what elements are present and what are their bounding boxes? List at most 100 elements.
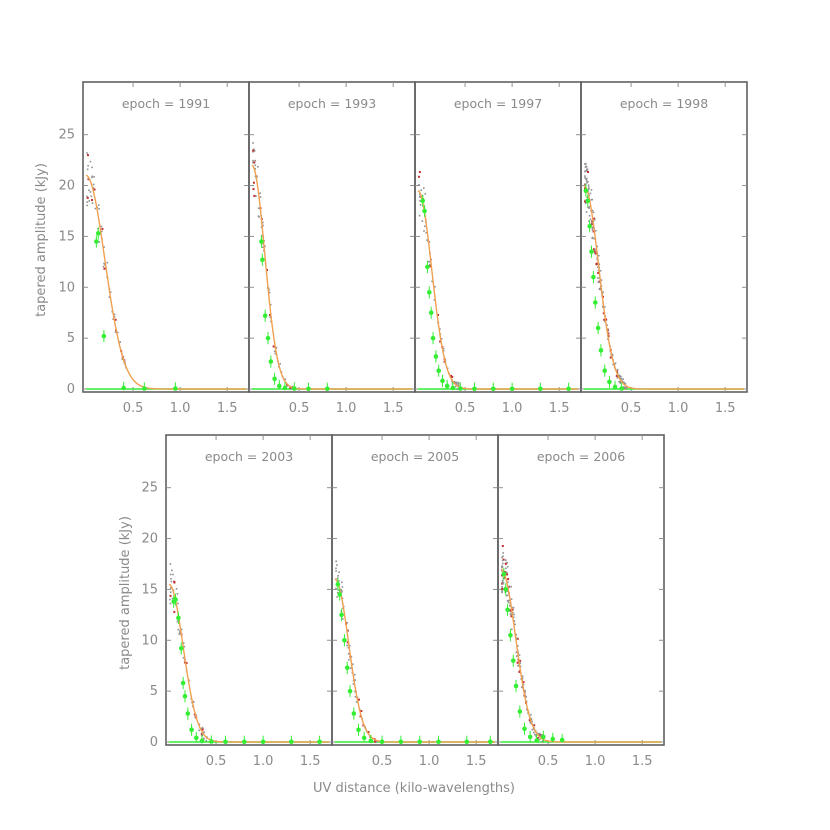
visibility-point [531,728,534,731]
binned-point [595,325,601,331]
visibility-point [505,594,508,597]
binned-point [501,571,507,577]
binned-point [422,208,427,214]
model-curve [168,583,329,743]
visibility-point [423,225,426,228]
chart-panel-2: epoch = 1993 0.5 1.0 1.5 [248,81,416,416]
visibility-point [88,200,90,202]
visibility-point [92,183,95,186]
binned-point [559,737,565,743]
visibility-point [502,577,505,580]
visibility-point [252,142,254,144]
visibility-point [589,192,592,195]
visibility-point [176,593,179,595]
visibility-point [524,690,526,692]
visibility-point [422,187,425,189]
visibility-point [273,350,276,353]
visibility-point [531,720,533,723]
visibility-point [439,328,441,330]
visibility-point [624,382,627,385]
residual-mark [357,698,360,701]
visibility-point [440,338,443,340]
visibility-point [420,189,422,191]
visibility-point [519,665,522,668]
visibility-point [338,589,340,591]
binned-point [209,739,214,744]
residual-mark [584,200,587,203]
residual-mark [502,558,505,561]
residual-mark [437,313,440,316]
binned-point [268,359,274,364]
visibility-point [535,733,537,736]
visibility-point [94,207,97,210]
binned-point [444,383,450,389]
visibility-point [510,598,513,600]
visibility-point [336,596,338,598]
chart-panel-6: epoch = 2005 0.5 1.0 1.5 [331,434,499,769]
visibility-point [501,581,504,583]
visibility-point [620,375,622,378]
visibility-point [419,204,422,206]
x-tick-label: 1.5 [217,401,238,416]
visibility-point [349,667,352,669]
binned-point [458,386,463,391]
chart-panel-4: epoch = 1998 0.5 1.0 1.5 [580,81,748,416]
visibility-point [177,602,179,605]
visibility-point [89,191,92,193]
residual-mark [86,196,89,199]
binned-point [450,385,456,391]
binned-point [344,665,350,671]
visibility-point [336,591,339,594]
visibility-point [532,731,535,734]
visibility-point [616,368,619,371]
x-tick-label: 0.5 [621,401,642,416]
visibility-point [600,279,603,281]
residual-mark [503,576,506,579]
visibility-point [353,673,356,676]
visibility-point [513,613,515,616]
binned-point [436,739,441,745]
visibility-point [103,262,105,265]
visibility-point [508,585,511,588]
binned-point [534,738,540,743]
x-tick-label: 0.5 [206,754,227,769]
visibility-point [346,644,348,647]
visibility-point [501,570,503,572]
visibility-point [624,387,627,390]
residual-mark [583,184,586,187]
visibility-point [510,613,513,616]
visibility-point [596,245,599,248]
visibility-point [521,677,524,680]
visibility-point [541,740,544,742]
visibility-point [352,683,355,685]
visibility-point [93,176,95,178]
panel-frame [82,81,250,393]
visibility-point [517,645,519,647]
visibility-point [424,193,427,195]
residual-mark [522,681,525,684]
binned-point [417,739,423,745]
x-tick-label: 1.0 [336,401,357,416]
binned-point [317,739,322,745]
visibility-point [618,380,620,383]
x-tick-label: 0.5 [372,754,393,769]
residual-mark [594,252,597,255]
visibility-point [347,646,350,649]
residual-mark [101,227,104,230]
visibility-point [90,195,93,198]
residual-mark [346,641,349,644]
visibility-point [530,713,532,716]
binned-point [510,658,516,663]
visibility-point [454,385,457,388]
visibility-point [269,303,272,306]
visibility-point [86,195,88,198]
binned-point [430,335,436,341]
visibility-point [205,739,208,742]
visibility-point [585,179,588,182]
binned-point [585,198,591,204]
visibility-point [502,583,504,585]
residual-mark [533,724,536,727]
visibility-point [594,252,596,255]
x-tick-label: 0.5 [123,401,144,416]
visibility-point [259,196,262,198]
